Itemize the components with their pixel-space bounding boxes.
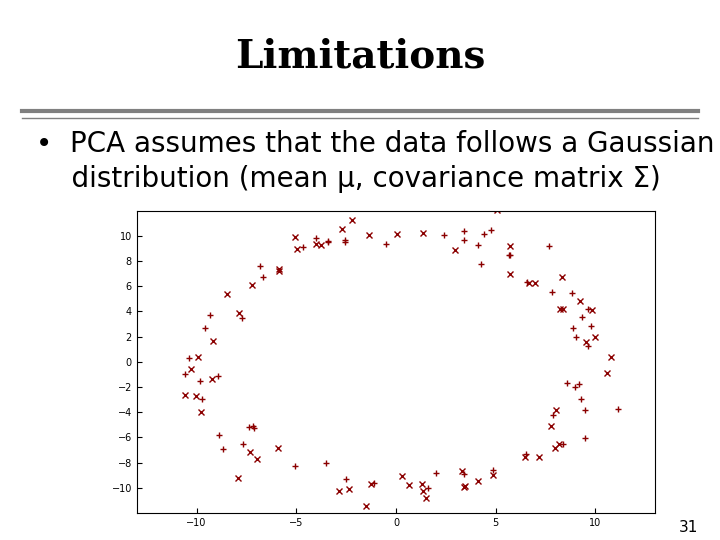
Text: •  PCA assumes that the data follows a Gaussian: • PCA assumes that the data follows a Ga…	[36, 130, 714, 158]
Text: Limitations: Limitations	[235, 38, 485, 76]
Text: 31: 31	[679, 519, 698, 535]
Text: distribution (mean μ, covariance matrix Σ): distribution (mean μ, covariance matrix …	[36, 165, 661, 193]
